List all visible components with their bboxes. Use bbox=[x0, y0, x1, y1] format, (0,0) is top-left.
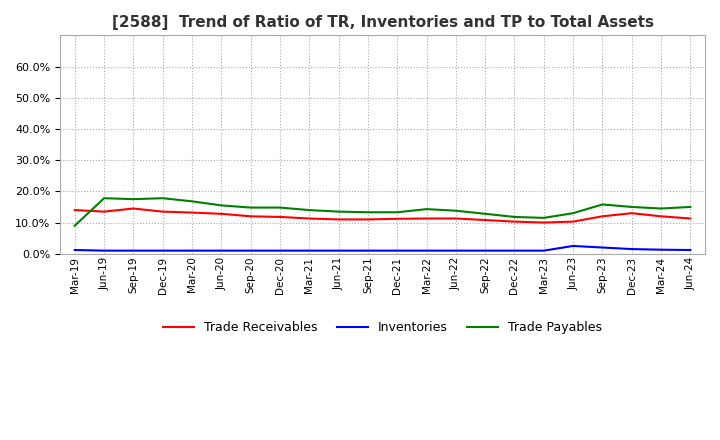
Inventories bbox=[217, 248, 225, 253]
Inventories bbox=[158, 248, 167, 253]
Trade Payables bbox=[686, 204, 695, 209]
Trade Receivables bbox=[598, 214, 607, 219]
Inventories bbox=[276, 248, 284, 253]
Trade Payables bbox=[627, 204, 636, 209]
Trade Receivables bbox=[686, 216, 695, 221]
Trade Payables bbox=[276, 205, 284, 210]
Inventories bbox=[686, 247, 695, 253]
Trade Payables bbox=[598, 202, 607, 207]
Trade Payables bbox=[334, 209, 343, 214]
Trade Payables bbox=[422, 206, 431, 212]
Trade Payables bbox=[539, 215, 548, 220]
Inventories bbox=[246, 248, 255, 253]
Inventories bbox=[598, 245, 607, 250]
Inventories bbox=[569, 243, 577, 249]
Inventories bbox=[657, 247, 665, 252]
Trade Payables bbox=[71, 223, 79, 228]
Trade Receivables bbox=[71, 207, 79, 213]
Trade Receivables bbox=[657, 214, 665, 219]
Trade Payables bbox=[246, 205, 255, 210]
Trade Receivables bbox=[276, 214, 284, 220]
Inventories bbox=[71, 247, 79, 253]
Inventories bbox=[100, 248, 109, 253]
Trade Payables bbox=[188, 199, 197, 204]
Inventories bbox=[627, 246, 636, 252]
Inventories bbox=[451, 248, 460, 253]
Trade Receivables bbox=[188, 210, 197, 215]
Trade Receivables bbox=[158, 209, 167, 214]
Trade Receivables bbox=[246, 214, 255, 219]
Trade Receivables bbox=[539, 220, 548, 225]
Trade Receivables bbox=[451, 216, 460, 221]
Trade Payables bbox=[158, 195, 167, 201]
Trade Receivables bbox=[569, 219, 577, 224]
Inventories bbox=[393, 248, 402, 253]
Trade Receivables bbox=[364, 217, 372, 222]
Trade Payables bbox=[657, 206, 665, 211]
Trade Receivables bbox=[217, 211, 225, 216]
Trade Receivables bbox=[305, 216, 314, 221]
Title: [2588]  Trend of Ratio of TR, Inventories and TP to Total Assets: [2588] Trend of Ratio of TR, Inventories… bbox=[112, 15, 654, 30]
Trade Receivables bbox=[627, 211, 636, 216]
Line: Trade Receivables: Trade Receivables bbox=[75, 209, 690, 223]
Trade Payables bbox=[451, 208, 460, 213]
Trade Receivables bbox=[393, 216, 402, 221]
Trade Receivables bbox=[481, 217, 490, 223]
Trade Receivables bbox=[510, 219, 519, 224]
Trade Payables bbox=[129, 197, 138, 202]
Inventories bbox=[129, 248, 138, 253]
Trade Payables bbox=[510, 214, 519, 220]
Trade Payables bbox=[100, 195, 109, 201]
Inventories bbox=[305, 248, 314, 253]
Inventories bbox=[334, 248, 343, 253]
Line: Trade Payables: Trade Payables bbox=[75, 198, 690, 226]
Inventories bbox=[364, 248, 372, 253]
Trade Payables bbox=[217, 203, 225, 208]
Trade Payables bbox=[364, 209, 372, 215]
Trade Payables bbox=[305, 207, 314, 213]
Trade Payables bbox=[481, 211, 490, 216]
Trade Receivables bbox=[334, 217, 343, 222]
Inventories bbox=[539, 248, 548, 253]
Line: Inventories: Inventories bbox=[75, 246, 690, 251]
Trade Receivables bbox=[422, 216, 431, 221]
Inventories bbox=[481, 248, 490, 253]
Trade Receivables bbox=[100, 209, 109, 214]
Trade Payables bbox=[393, 209, 402, 215]
Inventories bbox=[188, 248, 197, 253]
Inventories bbox=[510, 248, 519, 253]
Trade Payables bbox=[569, 211, 577, 216]
Trade Receivables bbox=[129, 206, 138, 211]
Inventories bbox=[422, 248, 431, 253]
Legend: Trade Receivables, Inventories, Trade Payables: Trade Receivables, Inventories, Trade Pa… bbox=[158, 316, 607, 339]
